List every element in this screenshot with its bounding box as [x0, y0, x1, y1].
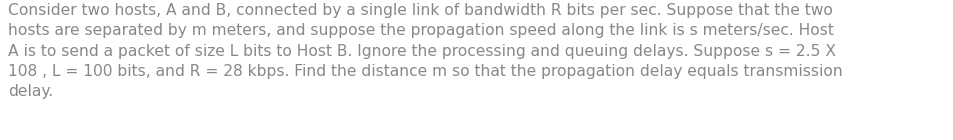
Text: Consider two hosts, A and B, connected by a single link of bandwidth R bits per : Consider two hosts, A and B, connected b… [8, 3, 841, 99]
